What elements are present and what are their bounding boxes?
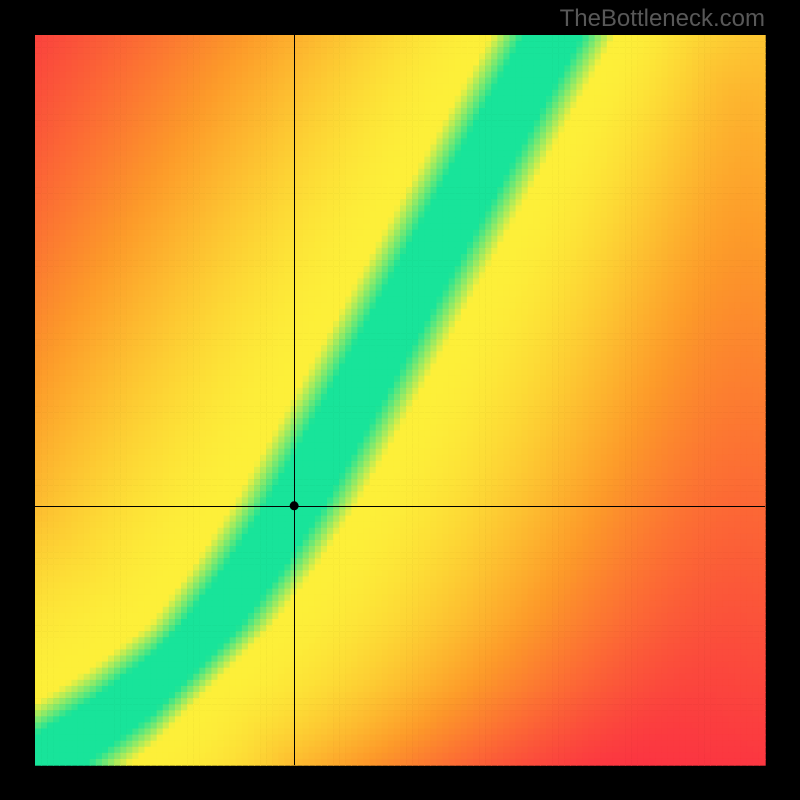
chart-container: TheBottleneck.com — [0, 0, 800, 800]
bottleneck-heatmap — [0, 0, 800, 800]
watermark-text: TheBottleneck.com — [560, 5, 765, 33]
